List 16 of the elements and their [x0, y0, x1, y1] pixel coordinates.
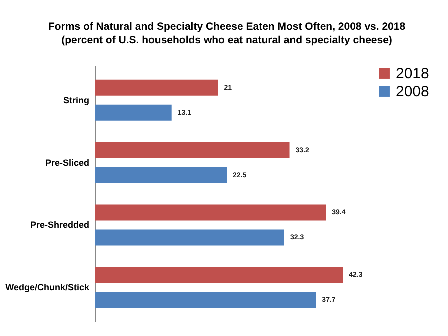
bar	[95, 230, 284, 246]
legend-label: 2018	[396, 66, 430, 82]
bar	[95, 80, 218, 96]
bar	[95, 167, 227, 184]
bar	[95, 292, 316, 308]
y-tick-label: Pre-Shredded	[30, 220, 90, 230]
bar	[95, 267, 344, 284]
bar	[95, 104, 172, 121]
y-tick-label: Wedge/Chunk/Stick	[6, 282, 90, 293]
bar	[95, 142, 290, 158]
legend-label: 2008	[396, 84, 430, 100]
y-tick-label: String	[64, 95, 90, 106]
y-tick-label: Pre-Sliced	[45, 158, 90, 168]
chart-subtitle: (percent of U.S. households who eat natural and specialty cheese)	[62, 34, 392, 46]
chart-title: Forms of Natural and Specialty Cheese Eaten Most Often, 2008 vs. 2018	[48, 21, 406, 33]
bar	[95, 204, 326, 221]
